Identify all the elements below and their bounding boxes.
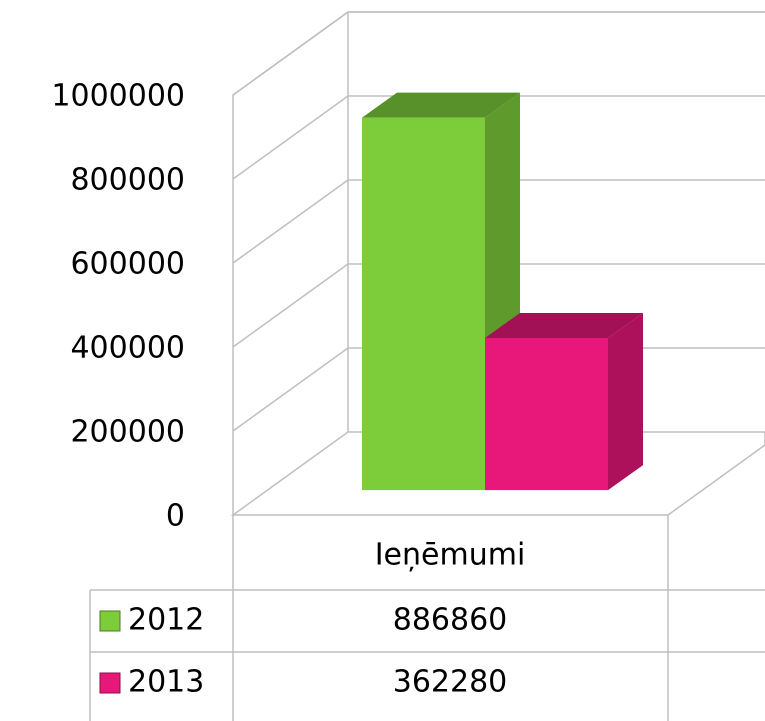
data-table: Ieņēmumi	[89, 515, 765, 721]
y-tick-label: 0	[166, 499, 185, 534]
bar-top	[485, 312, 643, 338]
legend-swatch	[99, 610, 121, 632]
bar	[485, 337, 608, 491]
grid-line	[232, 179, 765, 264]
category-label: Ieņēmumi	[375, 538, 526, 573]
bar	[362, 117, 485, 491]
legend-label: 2012	[128, 603, 204, 638]
y-tick-label: 1000000	[51, 79, 185, 114]
grid-line	[232, 11, 765, 96]
y-tick-label: 200000	[70, 415, 185, 450]
grid-line	[232, 95, 765, 180]
grid-line	[232, 263, 765, 348]
y-tick-label: 400000	[70, 331, 185, 366]
legend-label: 2013	[128, 665, 204, 700]
legend-swatch	[99, 672, 121, 694]
y-tick-label: 800000	[70, 163, 185, 198]
table-value: 362280	[393, 665, 508, 700]
bar-side	[608, 312, 643, 491]
floor	[230, 431, 765, 516]
y-tick-label: 600000	[70, 247, 185, 282]
bar-top	[362, 92, 520, 118]
table-value: 886860	[393, 603, 508, 638]
